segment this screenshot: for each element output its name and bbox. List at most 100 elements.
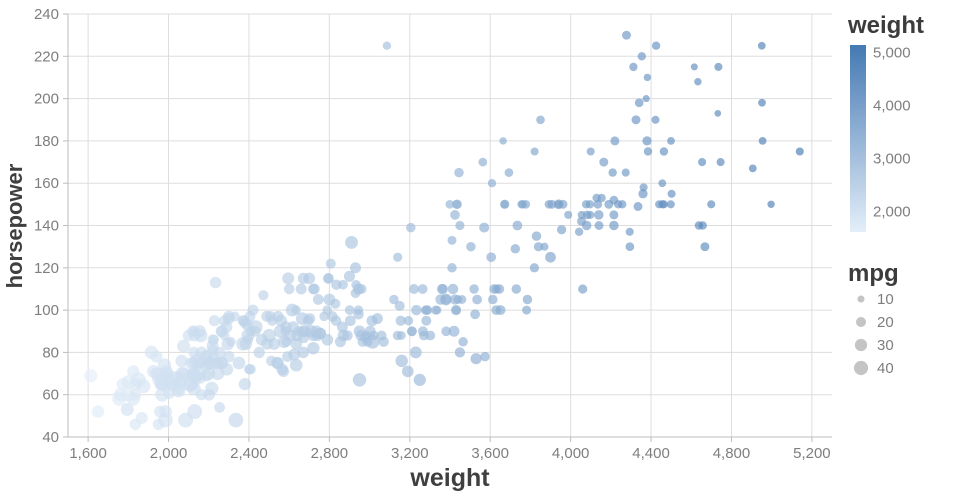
- data-point: [285, 303, 299, 317]
- data-point: [366, 315, 378, 327]
- data-point: [312, 294, 324, 305]
- data-point: [700, 242, 710, 252]
- color-legend-label: 3,000: [873, 150, 911, 167]
- data-point: [530, 147, 539, 156]
- data-point: [202, 356, 217, 370]
- data-point: [353, 309, 364, 320]
- data-point: [308, 283, 320, 295]
- data-point: [441, 326, 452, 337]
- data-point: [667, 189, 676, 198]
- data-point: [666, 200, 675, 209]
- size-legend-label: 40: [877, 360, 894, 377]
- data-point: [511, 284, 522, 294]
- data-point: [694, 77, 702, 86]
- y-tick-label: 60: [42, 387, 59, 404]
- data-point: [707, 200, 716, 209]
- y-tick-label: 40: [42, 429, 59, 446]
- data-point: [208, 315, 220, 327]
- color-legend-gradient: [850, 45, 866, 232]
- data-point: [489, 284, 500, 294]
- data-point: [345, 235, 358, 249]
- data-point: [581, 200, 591, 209]
- data-point: [447, 263, 457, 273]
- data-point: [177, 339, 191, 353]
- data-point: [323, 273, 334, 284]
- data-point: [187, 404, 203, 420]
- data-point: [577, 216, 586, 226]
- data-point: [454, 167, 464, 178]
- data-point: [243, 364, 255, 375]
- data-point: [258, 290, 269, 301]
- data-point: [295, 312, 309, 325]
- data-point: [321, 333, 334, 346]
- data-point: [288, 348, 301, 361]
- color-legend-title: weight: [847, 12, 924, 39]
- data-point: [478, 157, 488, 167]
- data-point: [408, 283, 420, 295]
- data-point: [394, 300, 405, 311]
- x-tick-label: 5,200: [793, 445, 831, 462]
- data-point: [447, 283, 459, 295]
- data-point: [667, 137, 675, 145]
- data-point: [409, 346, 422, 359]
- data-point: [488, 294, 498, 305]
- y-tick-label: 240: [34, 6, 59, 23]
- data-point: [214, 346, 226, 359]
- data-point: [440, 293, 452, 306]
- data-point: [522, 305, 532, 315]
- data-point: [401, 365, 414, 378]
- data-point: [382, 41, 392, 50]
- data-point: [214, 402, 225, 413]
- data-point: [547, 199, 557, 209]
- data-point: [631, 115, 641, 125]
- data-point: [522, 294, 533, 305]
- data-point: [406, 222, 416, 233]
- data-point: [594, 210, 604, 220]
- data-point: [403, 315, 414, 326]
- data-point: [479, 222, 490, 233]
- data-point: [417, 326, 428, 337]
- data-point: [247, 304, 259, 316]
- data-point: [271, 356, 284, 370]
- data-point: [303, 272, 316, 285]
- data-point: [748, 164, 757, 173]
- data-point: [457, 295, 467, 304]
- x-tick-label: 3,200: [391, 445, 429, 462]
- data-point: [574, 227, 584, 236]
- data-point: [222, 310, 235, 323]
- data-point: [113, 388, 127, 402]
- data-point: [698, 221, 707, 230]
- data-point: [365, 334, 380, 349]
- x-tick-label: 1,600: [69, 445, 107, 462]
- data-point: [510, 244, 521, 254]
- data-point: [651, 41, 661, 50]
- data-point: [450, 210, 460, 220]
- data-point: [643, 73, 652, 82]
- color-legend-label: 4,000: [873, 97, 911, 114]
- data-point: [452, 199, 462, 209]
- x-tick-label: 4,400: [632, 445, 670, 462]
- data-point: [421, 305, 430, 315]
- data-point: [469, 284, 479, 294]
- data-point: [592, 193, 601, 203]
- size-legend-symbol: [853, 360, 869, 376]
- x-tick-label: 4,000: [552, 445, 590, 462]
- data-point: [655, 200, 664, 209]
- data-point: [659, 147, 669, 156]
- data-point: [283, 283, 295, 295]
- size-legend-symbol: [854, 338, 868, 352]
- x-axis-title: weight: [409, 464, 490, 492]
- data-point: [393, 252, 403, 262]
- data-point: [577, 210, 586, 219]
- data-point: [714, 110, 722, 117]
- points-layer: [84, 30, 804, 431]
- data-point: [136, 379, 151, 394]
- data-point: [455, 220, 465, 231]
- data-point: [487, 179, 497, 188]
- data-point: [642, 136, 652, 146]
- data-point: [470, 353, 482, 365]
- data-point: [253, 346, 265, 359]
- data-point: [277, 335, 291, 349]
- data-point: [599, 157, 609, 167]
